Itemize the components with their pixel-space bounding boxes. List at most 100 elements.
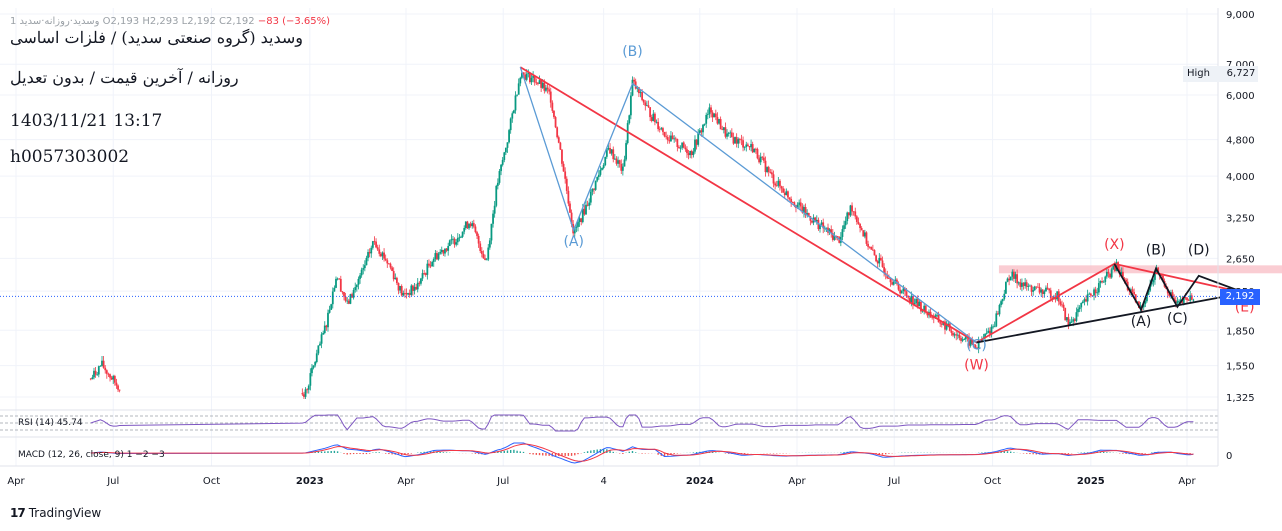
candle-body [336,278,339,280]
candle-body [527,72,530,74]
candle-body [996,313,999,315]
candle-body [561,149,563,164]
wave-line-wxy-red [519,66,1245,344]
symbol-code: h0057303002 [10,147,130,167]
candle-body [980,339,983,342]
candle-body [846,212,849,222]
candle-body [790,198,793,203]
candle-body [384,258,387,261]
macd-pane: MACD (12, 26, close, 9) 1 −2 −3 0 [18,442,1232,464]
candle-body [718,119,720,124]
candle-body [562,163,565,172]
candle-body [782,188,785,193]
tradingview-brand[interactable]: 17 TradingView [10,506,101,520]
price-tick-label: 1,850 [1226,326,1255,337]
candle-body [947,323,950,325]
candle-body [110,377,113,380]
wave-label: (C) [966,338,987,354]
candle-body [583,208,586,215]
candle-body [1142,303,1145,308]
candle-body [1189,295,1192,301]
candle-body [311,367,313,374]
candle-body [492,213,494,224]
time-axis[interactable]: Apr Jul Oct 2023 Apr Jul 4 2024 Apr Jul Oct 2025 Apr [7,476,1196,487]
candle-body [761,156,764,158]
candle-body [580,218,583,223]
high-marker-label: High [1183,66,1225,82]
candle-body [118,389,121,391]
candle-body [852,211,855,213]
candle-body [1056,291,1059,300]
candle-body [569,203,571,213]
candle-body [594,180,597,190]
candle-body [434,253,437,260]
candle-body [766,167,769,173]
candle-body [351,294,353,298]
candle-body [1105,271,1108,277]
candle-body [730,132,733,138]
candle-body [1107,271,1110,274]
macd-legend: MACD (12, 26, close, 9) 1 −2 −3 [18,450,165,460]
candle-body [634,81,637,89]
candle-body [811,220,813,223]
candle-body [424,273,427,275]
candle-body [476,232,478,236]
candle-body [559,142,562,150]
candle-body [609,147,611,154]
candle-body [963,339,966,341]
candle-body [1139,305,1142,309]
high-marker-value: 6,727 [1224,66,1258,82]
candle-body [522,72,525,75]
candle-body [355,284,358,288]
candle-body [511,113,514,119]
candle-body [631,79,634,96]
candle-body [673,138,676,140]
candle-body [421,273,424,279]
candle-body [565,178,568,191]
candle-body [1011,271,1014,277]
candle-body [530,77,533,83]
candle-body [612,149,615,160]
candle-body [378,249,381,254]
candle-body [516,94,518,96]
candle-body [944,321,946,330]
candle-body [1117,262,1119,270]
candle-body [920,301,922,312]
candlestick-series [89,69,1195,400]
candle-body [407,293,410,295]
candle-body [1160,275,1163,277]
candle-body [504,147,507,153]
candle-body [487,247,490,260]
candle-body [1027,285,1030,287]
candle-body [496,182,499,186]
candle-body [787,191,789,198]
candle-body [1024,282,1027,286]
candle-body [843,225,845,230]
candle-body [663,131,666,137]
macd-signal-line [90,443,1194,462]
candle-body [354,287,357,290]
candle-body [719,119,722,130]
candle-body [1097,283,1100,293]
candle-body [647,105,650,108]
candle-body [1049,290,1052,299]
candle-body [517,83,520,95]
candle-body [549,91,552,103]
candle-body [352,289,355,298]
candle-body [1174,300,1177,304]
wave-label: (B) [622,44,643,60]
candle-body [575,226,578,228]
candle-body [662,128,664,132]
candle-body [392,270,395,280]
candle-body [939,322,942,324]
candle-body [509,118,512,131]
candle-body [735,137,738,144]
candle-body [713,113,716,118]
candle-body [698,130,701,134]
candle-body [1104,276,1107,282]
candle-body [445,248,448,251]
candle-body [1152,279,1155,283]
candle-body [995,313,998,327]
candle-body [1048,288,1051,291]
